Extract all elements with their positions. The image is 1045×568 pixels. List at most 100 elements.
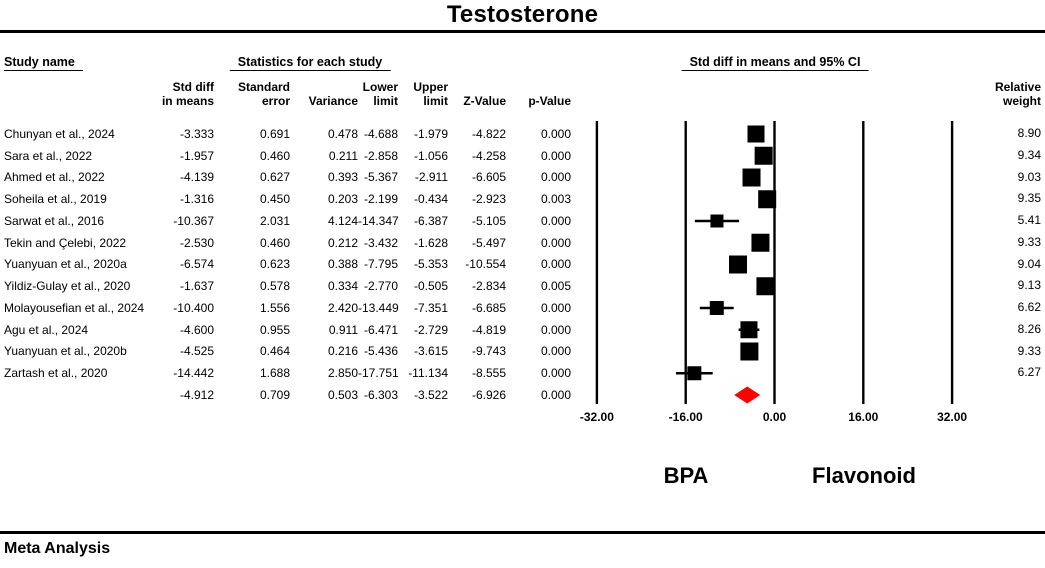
stat-value: -5.105	[471, 213, 506, 228]
x-axis-tick: 16.00	[848, 410, 879, 424]
stat-value: 0.000	[540, 126, 571, 141]
group-label-left: BPA	[663, 463, 709, 488]
stat-value: -10.400	[173, 300, 214, 315]
stat-value: -7.351	[413, 300, 448, 315]
empty-header-cell	[4, 80, 156, 108]
relative-weight-value: 9.04	[1017, 256, 1041, 271]
study-point-square	[756, 277, 775, 296]
stats-table-body: Chunyan et al., 2024 -3.333 0.691 0.478 -4.6…	[4, 123, 571, 406]
stats-column-headers: Std diff in means Standard error Varianc…	[4, 80, 571, 108]
top-divider	[0, 30, 1045, 33]
stat-value: -1.637	[179, 279, 214, 294]
stat-value: -6.574	[179, 257, 214, 272]
stat-value: -2.530	[179, 235, 214, 250]
stat-value: 0.460	[259, 148, 290, 163]
study-name: Sara et al., 2022	[4, 148, 93, 163]
stat-value: 0.911	[328, 322, 358, 337]
study-name: Soheila et al., 2019	[4, 192, 107, 207]
stat-value: 0.211	[328, 148, 358, 163]
stat-value: 0.212	[327, 235, 358, 250]
stat-value: -2.858	[363, 148, 398, 163]
stat-value: 0.460	[259, 235, 290, 250]
relative-weight-value: 6.27	[1017, 365, 1041, 380]
study-point-square	[709, 301, 724, 315]
stat-value: -10.554	[465, 257, 506, 272]
stat-value: 0.000	[540, 387, 571, 402]
overall-diamond	[734, 386, 761, 404]
x-axis-tick-labels: -32.00 -16.00 0.00 16.00 32.00	[580, 410, 967, 426]
stat-value: -6.387	[413, 213, 448, 228]
stat-value: -2.923	[471, 192, 506, 207]
stat-value: 0.627	[259, 170, 290, 185]
variance-header: Variance	[308, 94, 358, 108]
relative-weight-value: 9.34	[1017, 147, 1041, 162]
stat-value: 0.003	[540, 192, 571, 207]
study-point-square	[758, 190, 777, 209]
relative-weight-value: 9.35	[1017, 191, 1041, 206]
stat-value: 0.503	[327, 387, 358, 402]
stat-value: 0.000	[540, 366, 571, 381]
study-name: Agu et al., 2024	[4, 322, 89, 337]
stat-value: -4.600	[179, 322, 214, 337]
figure-title: Testosterone	[446, 1, 599, 28]
stat-value: -3.432	[363, 235, 398, 250]
stat-value: -13.449	[358, 300, 399, 315]
stat-value: 2.031	[259, 213, 290, 228]
stat-value: 0.000	[540, 257, 571, 272]
study-name: Sarwat et al., 2016	[4, 213, 105, 228]
stat-value: -2.911	[414, 170, 448, 185]
stat-value: 0.334	[327, 279, 358, 294]
study-name: Yuanyuan et al., 2020a	[4, 257, 127, 272]
study-point-square	[747, 125, 765, 143]
stat-value: -4.258	[471, 148, 506, 163]
stat-value: 0.000	[540, 170, 571, 185]
group-label-right: Flavonoid	[812, 463, 916, 488]
x-axis-tick: -32.00	[579, 410, 614, 424]
stat-value: 0.450	[259, 192, 290, 207]
study-name: Yuanyuan et al., 2020b	[4, 344, 127, 359]
relative-weight-value: 8.90	[1017, 126, 1041, 140]
stat-value: 2.420	[327, 300, 358, 315]
study-name: Zartash et al., 2020	[4, 366, 108, 381]
relative-weight-value: 5.41	[1017, 213, 1041, 227]
study-point-square	[740, 342, 759, 361]
stat-value: -3.522	[413, 387, 448, 402]
stat-value: -1.957	[179, 148, 214, 163]
relative-weight-value	[985, 384, 1041, 406]
ci-section-header: Std diff in means and 95% CI	[681, 55, 869, 71]
stat-value: -14.347	[358, 213, 399, 228]
stat-value: -5.436	[363, 344, 398, 359]
x-axis-tick: 32.00	[937, 410, 968, 424]
relative-weight-value: 9.33	[1017, 234, 1041, 249]
stat-value: -1.056	[413, 148, 448, 163]
stat-value: -2.199	[363, 192, 398, 207]
relative-weight-header: Relative weight	[994, 80, 1041, 108]
relative-weight-value: 9.33	[1017, 343, 1041, 358]
stat-value: -11.134	[408, 366, 448, 381]
stat-value: -4.822	[471, 126, 506, 141]
stat-value: 0.000	[540, 235, 571, 250]
std-diff-header: Std diff in means	[161, 80, 214, 108]
stat-value: 1.556	[259, 300, 290, 315]
bottom-divider	[0, 531, 1045, 534]
p-value-header: p-Value	[528, 94, 571, 108]
stat-value: -6.303	[363, 387, 398, 402]
stat-value: -2.834	[471, 279, 506, 294]
stat-value: -5.367	[363, 170, 398, 185]
stat-value: -6.926	[471, 387, 506, 402]
study-point-square	[751, 233, 770, 252]
stat-value: -1.628	[413, 235, 448, 250]
stat-value: 2.850	[327, 366, 358, 381]
stat-value: 0.388	[327, 257, 358, 272]
relative-weight-value: 9.13	[1017, 278, 1041, 293]
forest-plot-canvas	[595, 121, 954, 404]
study-name-column-header: Study name	[4, 55, 83, 71]
stat-value: 0.393	[327, 170, 358, 185]
stat-value: 4.124	[327, 213, 358, 228]
stat-value: 0.000	[540, 344, 571, 359]
z-value-header: Z-Value	[463, 94, 506, 108]
stat-value: -8.555	[471, 366, 506, 381]
stat-value: 0.000	[540, 322, 571, 337]
relative-weight-column: 8.90 9.34 9.03 9.35 5.41 9.33 9.04 9.13 6.62 8.26…	[985, 123, 1041, 406]
relative-weight-value: 9.03	[1017, 169, 1041, 184]
